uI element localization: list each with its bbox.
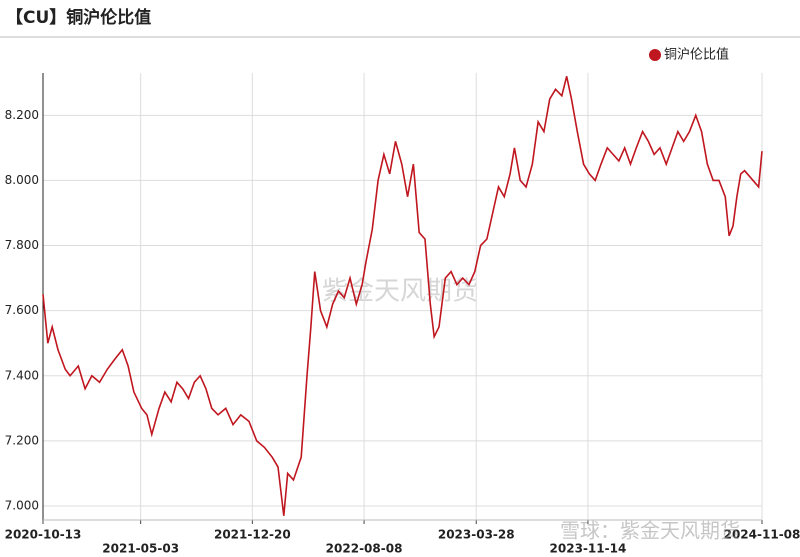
watermark: 雪球：紫金天风期货 — [560, 519, 740, 543]
chart-title: 【CU】铜沪伦比值 — [6, 7, 151, 28]
y-tick-label: 7.200 — [5, 433, 39, 447]
legend-label: 铜沪伦比值 — [664, 47, 729, 63]
x-tick-label: 2021-05-03 — [102, 542, 179, 556]
x-tick-label: 2023-11-14 — [550, 542, 627, 556]
x-tick-label: 2020-10-13 — [5, 528, 82, 542]
y-tick-label: 8.000 — [5, 173, 39, 187]
y-tick-label: 7.600 — [5, 303, 39, 317]
x-tick-label: 2024-11-08 — [724, 528, 800, 542]
x-tick-label: 2023-03-28 — [438, 528, 515, 542]
x-tick-label: 2021-12-20 — [214, 528, 291, 542]
y-tick-label: 7.400 — [5, 368, 39, 382]
y-tick-label: 8.200 — [5, 108, 39, 122]
x-tick-label: 2022-08-08 — [326, 542, 403, 556]
y-tick-label: 7.800 — [5, 238, 39, 252]
watermark: 紫金天风期货 — [322, 277, 478, 307]
y-tick-label: 7.000 — [5, 499, 39, 513]
legend-swatch — [649, 49, 661, 61]
line-series — [42, 76, 763, 516]
